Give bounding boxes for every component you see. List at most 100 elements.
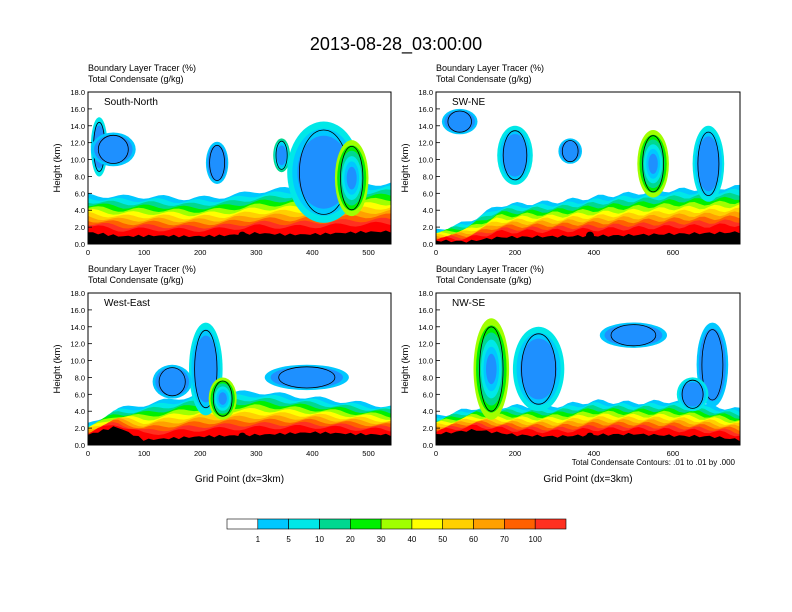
panel-sw-ne: Boundary Layer Tracer (%)Total Condensat… [400, 63, 741, 257]
tracer-cloud-blob [207, 144, 227, 182]
y-tick-label: 4.0 [75, 206, 85, 215]
y-tick-label: 16.0 [418, 306, 433, 315]
colorbar-swatch [349, 518, 382, 530]
x-tick-label: 200 [509, 449, 522, 458]
colorbar-swatch [411, 518, 443, 530]
plot-area [436, 92, 740, 244]
y-tick-label: 8.0 [75, 172, 85, 181]
condensate-contour [681, 379, 704, 409]
colorbar-label: 60 [469, 535, 478, 544]
y-tick-label: 16.0 [70, 306, 85, 315]
y-tick-label: 2.0 [423, 424, 433, 433]
condensate-contour [209, 144, 226, 181]
panels: Boundary Layer Tracer (%)Total Condensat… [52, 63, 741, 485]
x-tick-label: 0 [434, 449, 438, 458]
panel-subtitle-condensate: Total Condensate (g/kg) [88, 275, 184, 285]
y-tick-label: 8.0 [75, 373, 85, 382]
panel-label: South-North [104, 97, 158, 108]
tracer-cloud-blob [502, 134, 528, 177]
panel-label: NW-SE [452, 298, 485, 309]
condensate-contour [278, 366, 336, 389]
y-axis-label: Height (km) [400, 143, 411, 192]
tracer-cloud-blob [346, 166, 357, 190]
colorbar-swatch [226, 518, 259, 530]
x-tick-label: 400 [588, 248, 601, 257]
x-tick-label: 600 [667, 449, 680, 458]
x-tick-label: 100 [138, 449, 151, 458]
plot-frame [87, 91, 392, 245]
panel-subtitle-condensate: Total Condensate (g/kg) [436, 275, 532, 285]
colorbar-swatch [319, 518, 351, 530]
x-tick-label: 200 [509, 248, 522, 257]
tracer-cloud-blob [270, 366, 343, 389]
tracer-cloud-blob [681, 382, 704, 407]
y-tick-label: 10.0 [70, 156, 85, 165]
y-tick-label: 18.0 [418, 88, 433, 97]
condensate-contour [158, 367, 186, 397]
x-tick-label: 0 [434, 248, 438, 257]
x-tick-label: 0 [86, 449, 90, 458]
colorbar-swatch [288, 518, 320, 530]
colorbar-label: 20 [346, 535, 355, 544]
y-tick-label: 16.0 [418, 105, 433, 114]
y-tick-label: 4.0 [75, 407, 85, 416]
tracer-cloud-blob [94, 134, 133, 164]
x-tick-label: 0 [86, 248, 90, 257]
location-marker [586, 432, 594, 441]
tracer-cloud-blob [218, 392, 227, 405]
y-tick-label: 6.0 [75, 390, 85, 399]
x-tick-label: 300 [250, 248, 263, 257]
x-tick-label: 600 [667, 248, 680, 257]
plot-frame [87, 292, 392, 446]
x-tick-label: 300 [250, 449, 263, 458]
y-tick-label: 0.0 [423, 441, 433, 450]
y-tick-label: 18.0 [418, 289, 433, 298]
y-axis-label: Height (km) [52, 344, 63, 393]
colorbar-swatch [473, 518, 505, 530]
plot-area [88, 293, 391, 445]
x-tick-label: 400 [588, 449, 601, 458]
condensate-contour [447, 110, 472, 133]
colorbar-swatch [442, 518, 474, 530]
y-tick-label: 18.0 [70, 88, 85, 97]
plot-frame [435, 292, 741, 446]
plot-area [88, 92, 391, 244]
tracer-cloud-blob [276, 145, 287, 166]
y-axis-label: Height (km) [52, 143, 63, 192]
x-tick-label: 400 [306, 248, 319, 257]
condensate-contour [642, 135, 664, 193]
y-tick-label: 18.0 [70, 289, 85, 298]
y-tick-label: 12.0 [70, 340, 85, 349]
tracer-cloud-blob [560, 140, 581, 163]
panel-subtitle-tracer: Boundary Layer Tracer (%) [436, 63, 544, 73]
colorbar-label: 30 [377, 535, 386, 544]
condensate-contour [610, 324, 657, 347]
colorbar: 1 5 10 20 30 40 50 60 70 100 [226, 518, 567, 544]
tracer-cloud-blob [486, 353, 497, 385]
condensate-contour [701, 329, 724, 401]
panel-label: SW-NE [452, 97, 485, 108]
y-tick-label: 12.0 [70, 139, 85, 148]
x-tick-label: 200 [194, 449, 207, 458]
y-tick-label: 12.0 [418, 340, 433, 349]
y-tick-label: 6.0 [75, 189, 85, 198]
colorbar-swatch [380, 518, 413, 530]
colorbar-label: 40 [407, 535, 416, 544]
y-tick-label: 2.0 [423, 223, 433, 232]
figure-title: 2013-08-28_03:00:00 [310, 34, 482, 55]
condensate-contour [561, 140, 579, 163]
condensate-contour [521, 333, 557, 405]
y-tick-label: 0.0 [75, 441, 85, 450]
condensate-contour [212, 380, 233, 417]
condensate-contour [275, 140, 288, 170]
x-tick-label: 400 [306, 449, 319, 458]
location-marker [238, 432, 247, 441]
tracer-cloud-blob [444, 110, 476, 133]
y-tick-label: 14.0 [70, 323, 85, 332]
panel-subtitle-tracer: Boundary Layer Tracer (%) [436, 264, 544, 274]
x-tick-label: 200 [194, 248, 207, 257]
terrain [88, 426, 391, 445]
tracer-cloud-blob [604, 324, 663, 347]
x-tick-label: 100 [138, 248, 151, 257]
y-tick-label: 0.0 [75, 240, 85, 249]
